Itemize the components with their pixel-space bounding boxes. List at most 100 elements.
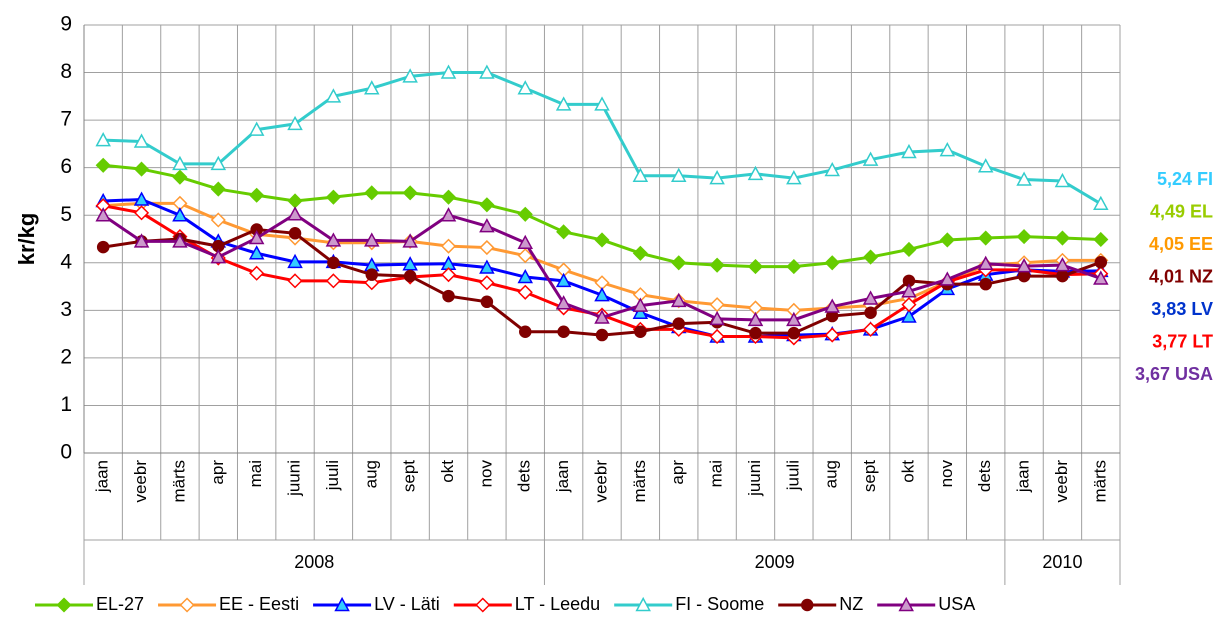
marker <box>327 256 340 270</box>
marker <box>671 255 687 271</box>
legend-item: EL-27 <box>35 594 144 614</box>
marker <box>863 249 879 265</box>
marker <box>364 80 380 95</box>
marker <box>365 268 379 281</box>
annotation: 3,67 USA <box>1135 364 1213 384</box>
x-tick-label: sept <box>400 460 419 492</box>
marker <box>824 327 840 343</box>
marker <box>1016 171 1032 186</box>
marker <box>210 155 227 171</box>
marker <box>670 292 687 308</box>
marker <box>440 267 457 283</box>
marker <box>1016 258 1032 273</box>
legend-label: LV - Läti <box>374 594 440 614</box>
y-tick-label: 6 <box>60 155 72 178</box>
x-tick-label: juuni <box>745 460 764 497</box>
marker <box>634 325 647 338</box>
marker <box>1016 229 1032 245</box>
annotation: 4,01 NZ <box>1149 266 1213 286</box>
x-tick-label: aug <box>822 460 841 488</box>
marker <box>862 290 879 305</box>
annotation: 4,49 EL <box>1150 201 1213 221</box>
marker <box>172 169 188 185</box>
marker <box>1056 269 1069 283</box>
legend-label: LT - Leedu <box>515 594 600 614</box>
y-tick-label: 0 <box>60 441 72 464</box>
marker <box>325 189 341 205</box>
marker <box>977 158 994 173</box>
marker <box>287 253 303 269</box>
marker <box>480 295 494 309</box>
legend-item: FI - Soome <box>614 594 764 614</box>
marker <box>248 229 265 245</box>
x-tick-label: märts <box>1090 460 1109 503</box>
marker <box>325 88 342 103</box>
marker <box>594 287 610 302</box>
x-tick-label: sept <box>860 460 879 492</box>
marker <box>1054 257 1071 272</box>
marker <box>517 284 533 300</box>
marker <box>96 240 110 254</box>
marker <box>594 232 610 248</box>
x-tick-label: apr <box>208 460 227 485</box>
series <box>95 157 1109 275</box>
series-line <box>103 71 1102 206</box>
marker <box>747 165 764 181</box>
marker <box>517 268 534 284</box>
legend-item: LT - Leedu <box>453 594 600 614</box>
legend-label: FI - Soome <box>675 594 764 614</box>
marker <box>978 230 994 246</box>
x-tick-label: juuli <box>323 460 342 491</box>
x-tick-label: nov <box>476 460 495 488</box>
x-tick-label: dets <box>515 460 534 492</box>
marker <box>749 326 762 340</box>
x-tick-label: jaan <box>553 460 572 493</box>
legend-item: USA <box>877 594 975 614</box>
marker <box>786 259 802 275</box>
marker <box>287 193 303 209</box>
marker <box>287 115 303 131</box>
marker <box>133 133 150 148</box>
marker <box>440 238 457 254</box>
marker <box>210 212 226 228</box>
marker <box>133 205 150 221</box>
marker <box>364 232 380 247</box>
marker <box>863 321 879 337</box>
marker <box>172 155 188 171</box>
marker <box>402 68 418 83</box>
x-group-label: 2008 <box>294 552 334 572</box>
marker <box>95 157 111 173</box>
marker <box>1093 270 1109 285</box>
marker <box>440 189 457 205</box>
y-tick-label: 5 <box>60 203 72 226</box>
marker <box>709 257 725 273</box>
marker <box>479 275 495 291</box>
marker <box>901 308 917 323</box>
marker <box>670 167 687 183</box>
y-tick-label: 9 <box>60 13 72 36</box>
marker <box>517 80 534 95</box>
marker <box>979 277 992 291</box>
marker <box>442 289 455 303</box>
y-tick-label: 8 <box>60 60 72 83</box>
marker <box>325 232 342 247</box>
x-tick-label: okt <box>898 460 917 483</box>
marker <box>479 259 495 274</box>
x-tick-label: jaan <box>1014 460 1033 493</box>
y-tick-label: 3 <box>60 298 72 321</box>
x-tick-label: mai <box>707 460 726 487</box>
marker <box>709 310 725 326</box>
marker <box>709 170 725 185</box>
x-tick-label: apr <box>668 460 687 485</box>
x-tick-label: märts <box>630 460 649 503</box>
marker <box>325 273 341 289</box>
marker <box>133 161 150 177</box>
x-tick-label: nov <box>937 460 956 488</box>
marker <box>95 207 111 222</box>
marker <box>287 273 303 289</box>
marker <box>824 298 840 313</box>
marker <box>800 598 814 612</box>
x-tick-label: juuni <box>285 460 304 497</box>
marker <box>249 265 265 281</box>
